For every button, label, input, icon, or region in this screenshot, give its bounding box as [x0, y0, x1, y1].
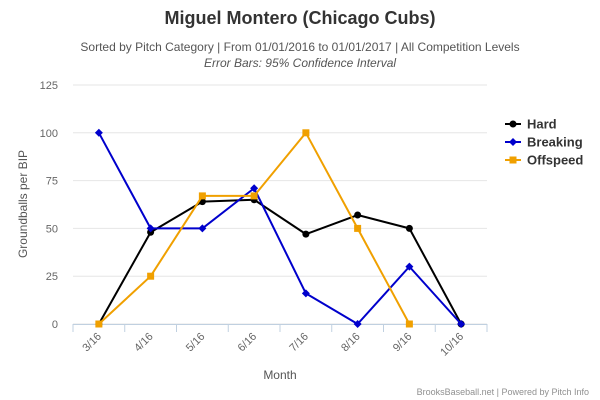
x-tick-label: 3/16 [80, 331, 104, 355]
x-tick-label: 8/16 [339, 331, 363, 355]
data-point-hard[interactable] [405, 224, 413, 232]
data-point-breaking[interactable] [250, 184, 259, 193]
series-line-hard[interactable] [98, 198, 463, 325]
legend-item-offspeed[interactable]: Offspeed [505, 153, 583, 168]
data-point-breaking[interactable] [146, 224, 155, 233]
y-tick-label: 0 [52, 319, 58, 331]
series-line-breaking[interactable] [97, 132, 462, 325]
y-tick-label: 50 [46, 223, 58, 235]
credits[interactable]: BrooksBaseball.net | Powered by Pitch In… [417, 387, 589, 397]
y-axis-title: Groundballs per BIP [16, 150, 30, 258]
data-point-offspeed[interactable] [147, 272, 155, 280]
y-axis-ticks: 0 25 50 75 100 125 [40, 80, 58, 331]
chart-title: Miguel Montero (Chicago Cubs) [165, 8, 436, 28]
data-point-breaking[interactable] [198, 224, 207, 233]
x-axis-title: Month [263, 368, 296, 382]
legend-label-hard: Hard [527, 117, 557, 132]
data-point-breaking[interactable] [301, 289, 310, 298]
data-point-hard[interactable] [354, 211, 362, 219]
chart-subtitle-error-bars: Error Bars: 95% Confidence Interval [204, 56, 396, 70]
y-tick-label: 100 [40, 128, 58, 140]
data-point-breaking[interactable] [405, 262, 414, 271]
data-point-offspeed[interactable] [250, 192, 258, 200]
legend-marker-breaking [509, 138, 517, 146]
x-tick-label: 10/16 [438, 331, 466, 359]
y-tick-label: 75 [46, 176, 58, 188]
x-axis: 3/16 4/16 5/16 6/16 7/16 8/16 9/16 10/16 [72, 324, 488, 359]
data-point-offspeed[interactable] [354, 224, 362, 232]
x-tick-label: 9/16 [391, 331, 415, 355]
data-point-offspeed[interactable] [302, 129, 310, 137]
legend[interactable]: Hard Breaking Offspeed [505, 117, 583, 168]
x-tick-label: 5/16 [184, 331, 208, 355]
y-tick-label: 25 [46, 271, 58, 283]
series-breaking [94, 128, 466, 328]
x-tick-label: 4/16 [132, 331, 156, 355]
legend-marker-hard [509, 120, 517, 128]
data-point-breaking[interactable] [353, 320, 362, 328]
data-point-breaking[interactable] [457, 320, 466, 328]
data-point-offspeed[interactable] [95, 320, 103, 328]
legend-label-breaking: Breaking [527, 135, 583, 150]
legend-marker-offspeed [509, 156, 517, 164]
series-hard [95, 196, 465, 328]
data-point-breaking[interactable] [94, 128, 103, 137]
data-point-hard[interactable] [302, 230, 310, 238]
series-offspeed [95, 129, 413, 328]
x-tick-label: 7/16 [287, 331, 311, 355]
chart-subtitle: Sorted by Pitch Category | From 01/01/20… [80, 40, 519, 54]
legend-item-hard[interactable]: Hard [505, 117, 557, 132]
series-group [94, 128, 466, 328]
legend-item-breaking[interactable]: Breaking [505, 135, 583, 150]
data-point-offspeed[interactable] [405, 320, 413, 328]
x-tick-label: 6/16 [236, 331, 260, 355]
y-tick-label: 125 [40, 80, 58, 92]
grid-lines [73, 84, 487, 325]
data-point-offspeed[interactable] [198, 192, 206, 200]
legend-label-offspeed: Offspeed [527, 153, 583, 168]
